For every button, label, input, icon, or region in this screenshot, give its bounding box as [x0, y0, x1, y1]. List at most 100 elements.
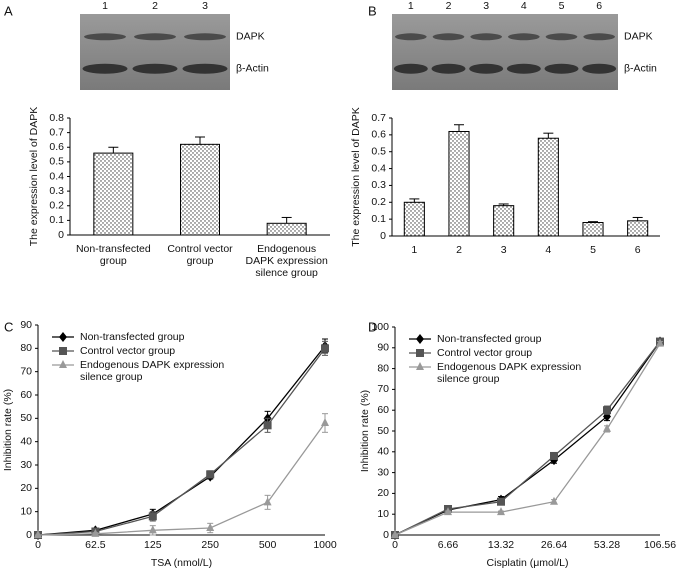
x-tick-label: 250: [201, 539, 219, 551]
y-tick-label: 60: [377, 404, 389, 416]
x-tick-label: 62.5: [85, 539, 106, 551]
blot-band: [395, 33, 427, 41]
x-tick-label: 4: [545, 244, 551, 256]
lane-label: 3: [202, 0, 208, 12]
legend-label: Non-transfected group: [80, 331, 185, 343]
marker: [391, 530, 399, 538]
y-tick-label: 0.2: [371, 196, 386, 208]
y-tick-label: 0.1: [371, 213, 386, 225]
bar: [582, 222, 604, 237]
y-tick-label: 0.6: [49, 141, 64, 153]
marker: [59, 332, 67, 342]
marker: [148, 525, 157, 534]
y-tick-label: 0.1: [49, 214, 64, 226]
y-tick-label: 50: [20, 412, 32, 424]
blot-band: [469, 63, 504, 74]
legend-label: Control vector group: [437, 347, 532, 359]
y-tick-label: 60: [20, 389, 32, 401]
x-tick-label: 26.64: [541, 539, 567, 551]
bar: [448, 130, 470, 237]
y-tick-label: 0.7: [371, 112, 386, 124]
band-label: DAPK: [236, 31, 265, 43]
blot-band: [583, 33, 615, 41]
blot-band: [432, 33, 465, 41]
marker: [321, 418, 329, 426]
marker: [550, 451, 558, 460]
x-tick-label: 6.66: [438, 539, 459, 551]
x-tick-label: 6: [635, 244, 641, 256]
bar: [180, 143, 220, 236]
band-label: β-Actin: [236, 63, 269, 75]
y-tick-label: 0: [58, 229, 64, 241]
blot-band: [545, 33, 578, 41]
y-tick-label: 100: [371, 321, 389, 333]
y-tick-label: 10: [377, 508, 389, 520]
bar: [93, 152, 134, 236]
bar: [266, 222, 307, 236]
series-line: [394, 341, 661, 536]
blot-band: [431, 63, 466, 74]
y-tick-label: 0.4: [371, 162, 386, 174]
y-tick-label: 0: [383, 529, 389, 541]
x-tick-label: Control vector group: [167, 243, 233, 267]
y-tick-label: 20: [377, 487, 389, 499]
y-tick-label: 30: [20, 459, 32, 471]
y-axis-label: The expression level of DAPK: [350, 107, 362, 246]
x-tick-label: 125: [144, 539, 162, 551]
y-tick-label: 90: [20, 319, 32, 331]
x-tick-label: Non-transfected group: [76, 243, 151, 267]
y-tick-label: 0.3: [49, 185, 64, 197]
x-tick-label: 13.32: [488, 539, 514, 551]
marker: [91, 528, 100, 537]
marker: [206, 523, 215, 531]
marker: [603, 406, 611, 415]
y-tick-label: 80: [20, 342, 32, 354]
band-label: β-Actin: [624, 63, 657, 75]
blot-band: [544, 63, 579, 74]
y-tick-label: 20: [20, 482, 32, 494]
marker: [603, 423, 611, 432]
x-tick-label: 5: [590, 244, 596, 256]
x-tick-label: Endogenous DAPK expression silence group: [246, 243, 328, 279]
blot-band: [184, 33, 226, 41]
series-line: [37, 347, 326, 536]
x-tick-label: 106.56: [644, 539, 676, 551]
blot-band: [84, 33, 126, 41]
series-line: [394, 343, 661, 536]
marker: [444, 507, 452, 516]
marker: [321, 344, 329, 353]
y-tick-label: 0.2: [49, 200, 64, 212]
x-axis-label: Cisplatin (μmol/L): [487, 557, 569, 569]
blot-band: [182, 63, 228, 74]
lane-label: 6: [596, 0, 602, 12]
y-tick-label: 0.5: [371, 145, 386, 157]
blot-image: [392, 14, 618, 90]
marker: [206, 470, 215, 479]
y-tick-label: 90: [377, 342, 389, 354]
y-tick-label: 0.7: [49, 126, 64, 138]
marker: [416, 349, 424, 357]
legend-label: Endogenous DAPK expression silence group: [437, 361, 581, 385]
marker: [416, 362, 424, 370]
blot-band: [134, 33, 176, 41]
legend-label: Non-transfected group: [437, 333, 542, 345]
y-tick-label: 10: [20, 505, 32, 517]
x-tick-label: 1: [411, 244, 417, 256]
x-tick-label: 53.28: [594, 539, 620, 551]
blot-band: [393, 63, 428, 74]
marker: [263, 421, 272, 430]
lane-label: 4: [521, 0, 527, 12]
y-tick-label: 30: [377, 466, 389, 478]
y-tick-label: 80: [377, 362, 389, 374]
y-axis-label: The expression level of DAPK: [28, 107, 40, 246]
x-tick-label: 2: [456, 244, 462, 256]
x-axis-label: TSA (nmol/L): [151, 557, 212, 569]
y-tick-label: 50: [377, 425, 389, 437]
panel-label: A: [4, 3, 13, 18]
marker: [497, 507, 505, 516]
blot-band: [582, 63, 617, 74]
y-axis-label: Inhibition rate (%): [359, 390, 371, 472]
panel-label: B: [368, 3, 377, 18]
marker: [34, 530, 42, 538]
